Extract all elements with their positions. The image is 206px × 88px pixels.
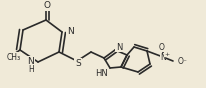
Text: O: O — [43, 1, 50, 10]
Text: O: O — [158, 43, 164, 51]
Text: H: H — [28, 65, 34, 73]
Text: CH₃: CH₃ — [7, 53, 21, 62]
Text: +: + — [164, 51, 169, 56]
Text: HN: HN — [95, 68, 108, 78]
Text: N: N — [67, 26, 73, 35]
Text: N: N — [115, 43, 122, 51]
Text: N: N — [27, 56, 34, 65]
Text: O⁻: O⁻ — [177, 57, 187, 67]
Text: N: N — [159, 54, 165, 62]
Text: S: S — [75, 59, 81, 67]
